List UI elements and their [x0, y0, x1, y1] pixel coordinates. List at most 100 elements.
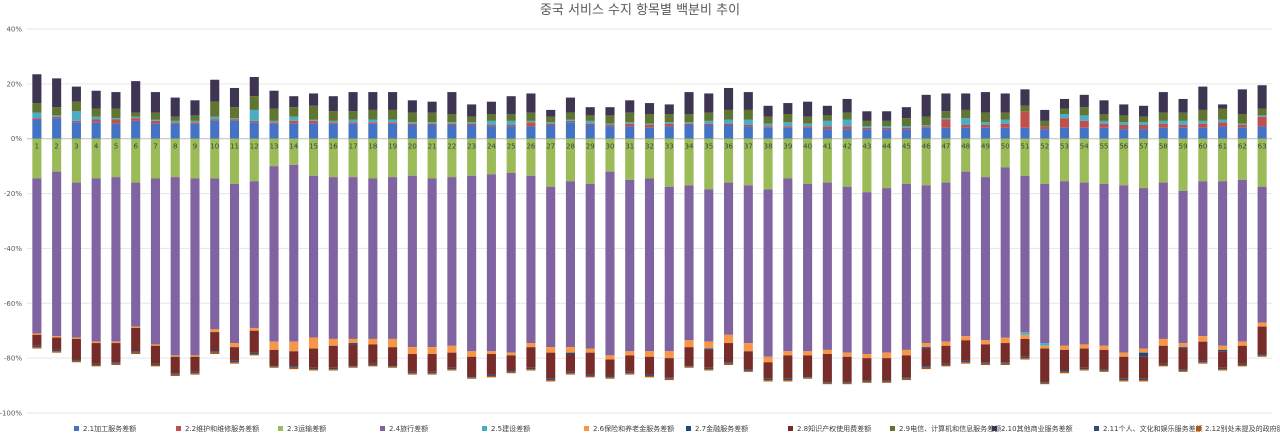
bar-group-56 — [1119, 104, 1129, 382]
bar-segment — [882, 381, 892, 383]
bar-segment — [664, 186, 674, 352]
bar-group-23 — [467, 104, 477, 379]
bar-segment — [52, 107, 62, 116]
bar-segment — [526, 112, 536, 121]
legend-item[interactable]: 2.5建设差额 — [482, 424, 530, 433]
bar-segment — [704, 125, 714, 139]
bar-segment — [1218, 126, 1228, 139]
bar-segment — [1079, 120, 1089, 128]
bar-segment — [486, 126, 496, 139]
bar-segment — [407, 175, 417, 348]
bar-segment — [52, 351, 62, 353]
bar-segment — [131, 112, 141, 117]
bar-segment — [1020, 356, 1030, 359]
bar-segment — [921, 366, 931, 368]
bar-segment — [506, 114, 516, 121]
legend-item[interactable]: 2.8知识产权使用费差额 — [788, 424, 871, 433]
legend-item[interactable]: 2.11个人、文化和娱乐服务差额 — [1094, 424, 1203, 433]
bar-segment — [348, 365, 358, 367]
bar-segment — [71, 111, 81, 121]
legend-item[interactable]: 2.7金融服务差额 — [686, 424, 748, 433]
bar-segment — [980, 362, 990, 364]
bar-segment — [901, 355, 911, 378]
bar-segment — [1079, 94, 1089, 108]
bar-segment — [1198, 181, 1208, 337]
legend-item[interactable]: 2.9电信、计算机和信息服务差额 — [890, 424, 1001, 433]
bar-segment — [605, 138, 615, 172]
bar-segment — [565, 352, 575, 355]
bar-segment — [585, 374, 595, 376]
bar-segment — [644, 123, 655, 125]
x-category-label: 18 — [368, 143, 377, 151]
bar-group-11 — [229, 87, 240, 364]
legend-item[interactable]: 2.3运输差额 — [278, 424, 326, 433]
bar-segment — [170, 374, 180, 376]
bar-segment — [269, 90, 279, 109]
bar-segment — [585, 115, 595, 121]
legend[interactable]: 2.1加工服务差额 2.2维护和维修服务差额 2.3运输差额 2.4旅行差额 2.5建设… — [74, 424, 1280, 433]
bar-segment — [724, 334, 734, 344]
bar-segment — [1099, 183, 1109, 346]
bar-segment — [1079, 182, 1089, 345]
legend-item[interactable]: 2.10其他商业服务差额 — [992, 424, 1073, 433]
bar-segment — [91, 122, 101, 139]
bar-segment — [941, 363, 951, 365]
bar-segment — [348, 119, 358, 123]
bar-segment — [822, 354, 832, 382]
bar-segment — [269, 122, 279, 124]
bar-segment — [546, 123, 556, 125]
chart-title: 중국 서비스 수지 항목별 백분비 추이 — [540, 3, 740, 18]
bar-segment — [1059, 138, 1070, 182]
bar-segment — [941, 118, 951, 120]
bar-segment — [961, 171, 971, 337]
bar-segment — [822, 349, 832, 355]
bar-segment — [32, 334, 42, 346]
bar-segment — [1020, 338, 1030, 357]
bar-segment — [1059, 108, 1070, 115]
bar-segment — [91, 116, 101, 120]
bar-segment — [1257, 186, 1267, 323]
bar-segment — [842, 186, 852, 353]
bar-segment — [1139, 352, 1149, 357]
bar-segment — [486, 374, 496, 376]
legend-item[interactable]: 2.6保险和养老金服务差额 — [584, 424, 674, 433]
bar-segment — [743, 369, 753, 371]
bar-segment — [605, 115, 615, 124]
bar-segment — [743, 370, 753, 372]
bar-segment — [1099, 349, 1109, 370]
bar-segment — [803, 126, 813, 128]
bar-group-18 — [368, 92, 378, 367]
bar-group-45 — [901, 107, 911, 381]
bar-segment — [704, 112, 714, 121]
x-category-label: 52 — [1040, 143, 1049, 151]
bar-group-4 — [91, 90, 101, 367]
bar-segment — [783, 138, 793, 179]
bar-segment — [467, 138, 477, 176]
bar-segment — [1218, 122, 1228, 127]
y-tick-label: 0% — [11, 135, 22, 143]
bar-segment — [1257, 354, 1267, 356]
bar-segment — [131, 352, 141, 355]
bar-segment — [91, 343, 101, 364]
bar-segment — [1020, 334, 1030, 339]
bar-segment — [664, 122, 674, 124]
legend-swatch — [74, 426, 79, 431]
legend-item[interactable]: 2.12别处未提及的政府服务差额 — [1196, 424, 1280, 433]
legend-item[interactable]: 2.4旅行差额 — [380, 424, 428, 433]
bar-segment — [1237, 125, 1247, 128]
bar-segment — [901, 118, 911, 127]
legend-label: 2.7金融服务差额 — [695, 424, 748, 433]
bar-segment — [210, 329, 220, 333]
legend-label: 2.3运输差额 — [287, 424, 326, 433]
bar-segment — [368, 338, 378, 345]
bar-segment — [289, 107, 299, 117]
bar-segment — [1059, 370, 1070, 372]
legend-item[interactable]: 2.1加工服务差额 — [74, 424, 136, 433]
bar-segment — [1099, 127, 1109, 139]
bar-segment — [309, 138, 319, 176]
bar-segment — [407, 371, 417, 374]
legend-item[interactable]: 2.2维护和维修服务差额 — [176, 424, 259, 433]
bar-segment — [506, 125, 516, 127]
bar-segment — [862, 129, 872, 139]
bar-segment — [467, 375, 477, 378]
